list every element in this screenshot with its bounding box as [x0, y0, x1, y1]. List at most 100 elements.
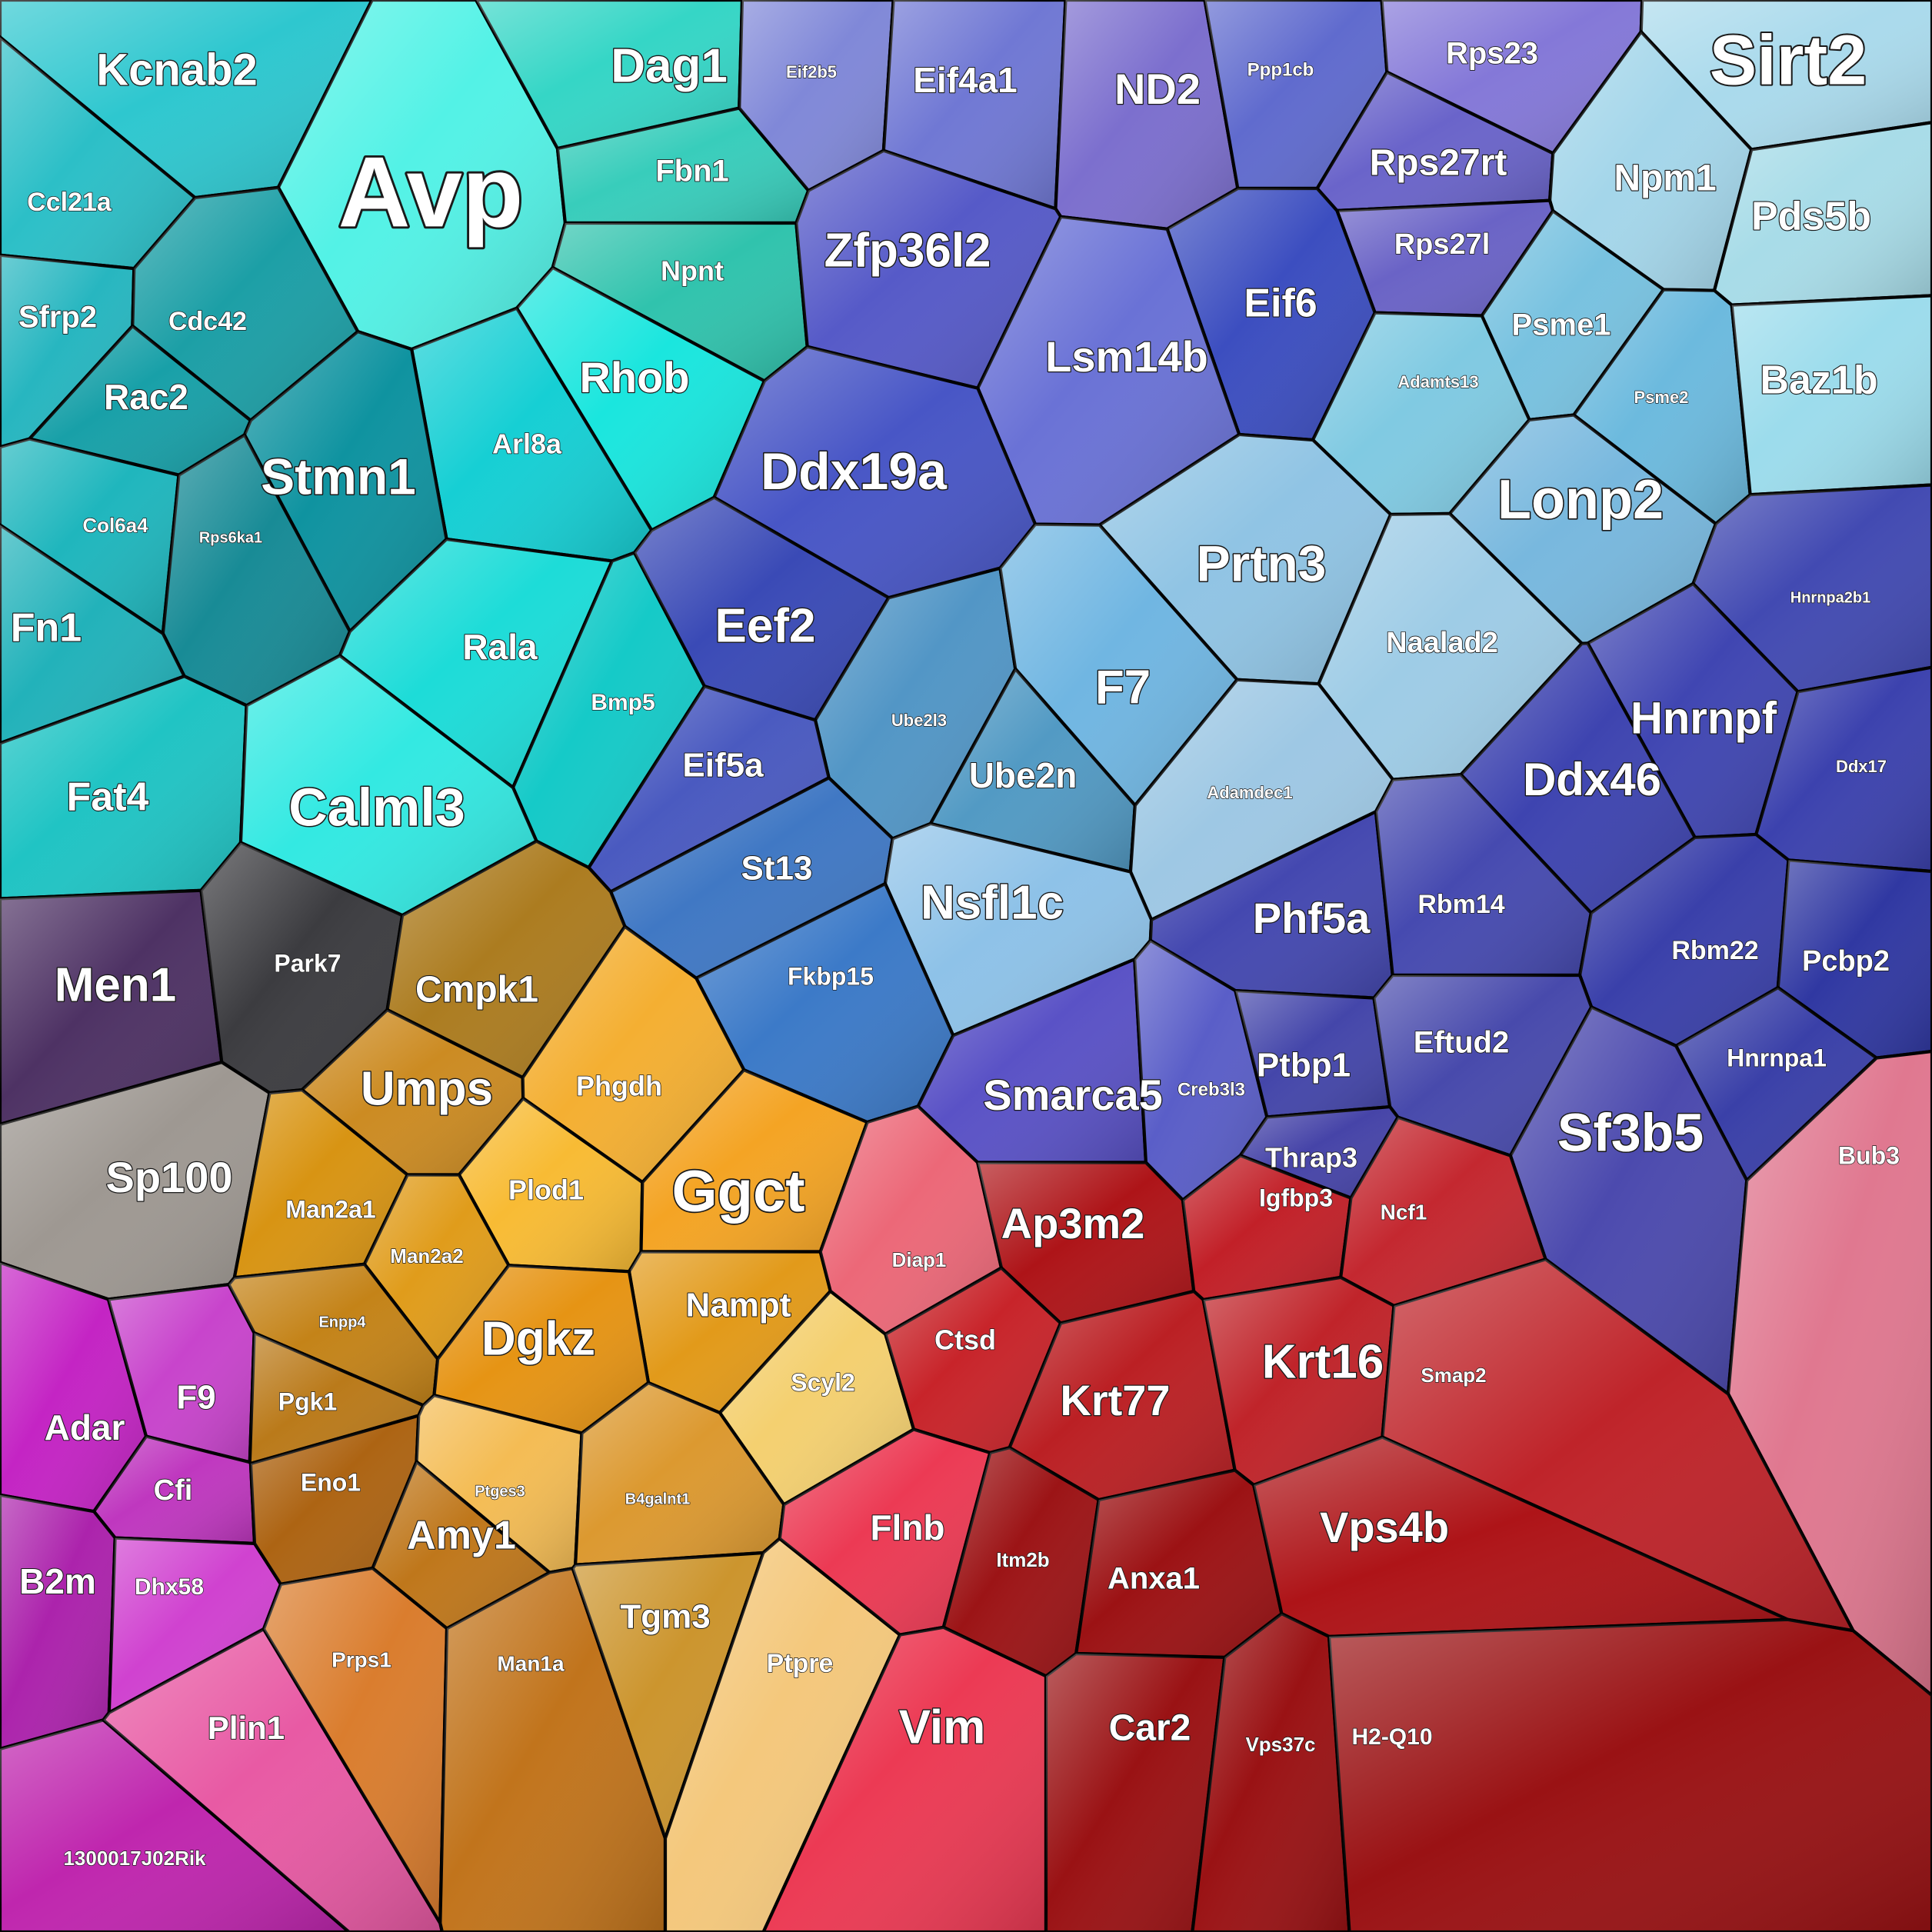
svg-text:Park7: Park7 — [274, 949, 341, 977]
svg-text:Vps37c: Vps37c — [1245, 1733, 1315, 1756]
svg-text:Ube2n: Ube2n — [969, 755, 1078, 795]
svg-text:Ptges3: Ptges3 — [475, 1483, 525, 1500]
svg-text:Adamts13: Adamts13 — [1397, 372, 1478, 391]
svg-text:Rala: Rala — [462, 627, 538, 667]
svg-text:Rps27rt: Rps27rt — [1370, 143, 1507, 184]
svg-text:Hnrnpf: Hnrnpf — [1631, 693, 1777, 743]
svg-text:F9: F9 — [176, 1379, 215, 1417]
svg-text:Ap3m2: Ap3m2 — [1001, 1199, 1145, 1247]
svg-text:Umps: Umps — [361, 1062, 493, 1115]
svg-text:Amy1: Amy1 — [407, 1514, 516, 1558]
svg-text:Npnt: Npnt — [661, 255, 724, 287]
svg-text:Sirt2: Sirt2 — [1710, 21, 1867, 99]
svg-text:Ppp1cb: Ppp1cb — [1247, 59, 1314, 80]
svg-text:Sf3b5: Sf3b5 — [1557, 1102, 1704, 1162]
svg-text:Ddx19a: Ddx19a — [761, 442, 948, 501]
svg-text:Dag1: Dag1 — [611, 39, 728, 92]
svg-text:Man2a2: Man2a2 — [390, 1244, 463, 1267]
svg-text:Prps1: Prps1 — [331, 1647, 391, 1671]
svg-text:Rbm22: Rbm22 — [1671, 936, 1758, 965]
svg-text:Lsm14b: Lsm14b — [1045, 332, 1208, 381]
svg-text:B4galnt1: B4galnt1 — [625, 1491, 690, 1507]
svg-text:Ptbp1: Ptbp1 — [1257, 1047, 1351, 1084]
svg-text:Vim: Vim — [899, 1700, 986, 1754]
svg-text:B2m: B2m — [19, 1561, 96, 1601]
svg-text:Naalad2: Naalad2 — [1386, 627, 1498, 659]
svg-text:Man1a: Man1a — [497, 1651, 565, 1675]
svg-text:Eif4a1: Eif4a1 — [913, 60, 1018, 100]
svg-text:Npm1: Npm1 — [1614, 158, 1716, 199]
svg-text:Nsfl1c: Nsfl1c — [921, 876, 1064, 929]
svg-text:Adar: Adar — [45, 1407, 125, 1447]
svg-text:Sp100: Sp100 — [106, 1153, 233, 1201]
svg-text:Ggct: Ggct — [671, 1159, 804, 1224]
svg-text:Men1: Men1 — [55, 958, 176, 1011]
svg-text:Rbm14: Rbm14 — [1417, 890, 1504, 919]
svg-text:Smarca5: Smarca5 — [983, 1071, 1163, 1119]
svg-text:Enpp4: Enpp4 — [318, 1314, 366, 1331]
svg-text:Rps27l: Rps27l — [1394, 228, 1491, 261]
svg-text:Rps6ka1: Rps6ka1 — [199, 529, 262, 546]
svg-text:Kcnab2: Kcnab2 — [96, 45, 258, 95]
svg-text:Nampt: Nampt — [686, 1287, 791, 1324]
svg-text:Eif6: Eif6 — [1244, 281, 1317, 326]
svg-text:Creb3l3: Creb3l3 — [1178, 1079, 1245, 1100]
svg-text:Eftud2: Eftud2 — [1414, 1026, 1509, 1060]
svg-text:Adamdec1: Adamdec1 — [1207, 783, 1292, 802]
svg-text:Ptpre: Ptpre — [767, 1649, 834, 1678]
svg-text:Plod1: Plod1 — [508, 1174, 584, 1206]
svg-text:Ddx46: Ddx46 — [1523, 754, 1661, 805]
svg-text:Rps23: Rps23 — [1446, 37, 1538, 71]
svg-text:Avp: Avp — [338, 135, 524, 248]
svg-text:Stmn1: Stmn1 — [261, 448, 416, 505]
svg-text:Flnb: Flnb — [870, 1507, 944, 1547]
svg-text:1300017J02Rik: 1300017J02Rik — [63, 1847, 206, 1870]
svg-text:Eef2: Eef2 — [715, 599, 816, 652]
svg-text:Phf5a: Phf5a — [1253, 894, 1371, 942]
svg-text:Fkbp15: Fkbp15 — [788, 962, 874, 990]
svg-text:Ccl21a: Ccl21a — [27, 188, 112, 217]
svg-text:Zfp36l2: Zfp36l2 — [824, 224, 991, 277]
svg-text:Hnrnpa2b1: Hnrnpa2b1 — [1790, 589, 1870, 606]
svg-text:Ube2l3: Ube2l3 — [891, 711, 947, 730]
svg-text:H2-Q10: H2-Q10 — [1351, 1724, 1432, 1750]
svg-text:Man2a1: Man2a1 — [285, 1195, 375, 1223]
svg-text:Cmpk1: Cmpk1 — [415, 970, 538, 1011]
svg-text:Calml3: Calml3 — [288, 777, 465, 837]
svg-text:Eif2b5: Eif2b5 — [786, 62, 837, 82]
svg-text:Dgkz: Dgkz — [481, 1312, 595, 1365]
svg-text:Car2: Car2 — [1109, 1708, 1191, 1749]
svg-text:Ncf1: Ncf1 — [1381, 1200, 1427, 1224]
svg-text:Pgk1: Pgk1 — [278, 1387, 337, 1415]
svg-text:Pds5b: Pds5b — [1751, 195, 1871, 239]
svg-text:Hnrnpa1: Hnrnpa1 — [1727, 1044, 1827, 1071]
svg-text:Scyl2: Scyl2 — [791, 1368, 855, 1396]
svg-text:Fat4: Fat4 — [67, 775, 149, 820]
svg-text:Cdc42: Cdc42 — [168, 307, 247, 336]
svg-text:Plin1: Plin1 — [208, 1710, 285, 1746]
svg-text:Diap1: Diap1 — [892, 1248, 947, 1271]
svg-text:ND2: ND2 — [1114, 65, 1201, 113]
svg-text:Sfrp2: Sfrp2 — [18, 301, 97, 335]
svg-text:Thrap3: Thrap3 — [1265, 1142, 1357, 1174]
svg-text:Rac2: Rac2 — [104, 377, 188, 417]
svg-text:Rhob: Rhob — [579, 353, 689, 401]
svg-text:Itm2b: Itm2b — [996, 1548, 1049, 1571]
svg-text:Col6a4: Col6a4 — [82, 514, 148, 537]
svg-text:Bmp5: Bmp5 — [591, 690, 655, 715]
svg-text:Eno1: Eno1 — [301, 1468, 361, 1496]
svg-text:F7: F7 — [1095, 661, 1151, 714]
svg-text:Krt16: Krt16 — [1262, 1335, 1384, 1388]
svg-text:Ddx17: Ddx17 — [1836, 757, 1887, 776]
svg-text:Tgm3: Tgm3 — [620, 1598, 710, 1636]
svg-text:Phgdh: Phgdh — [576, 1071, 662, 1102]
svg-text:Krt77: Krt77 — [1060, 1376, 1170, 1424]
svg-text:St13: St13 — [741, 850, 813, 888]
svg-text:Smap2: Smap2 — [1421, 1364, 1486, 1387]
svg-text:Psme1: Psme1 — [1512, 308, 1611, 342]
svg-text:Bub3: Bub3 — [1838, 1141, 1900, 1169]
svg-text:Psme2: Psme2 — [1634, 388, 1689, 407]
svg-text:Baz1b: Baz1b — [1760, 358, 1877, 403]
svg-text:Lonp2: Lonp2 — [1497, 469, 1664, 531]
svg-text:Cfi: Cfi — [154, 1474, 193, 1507]
